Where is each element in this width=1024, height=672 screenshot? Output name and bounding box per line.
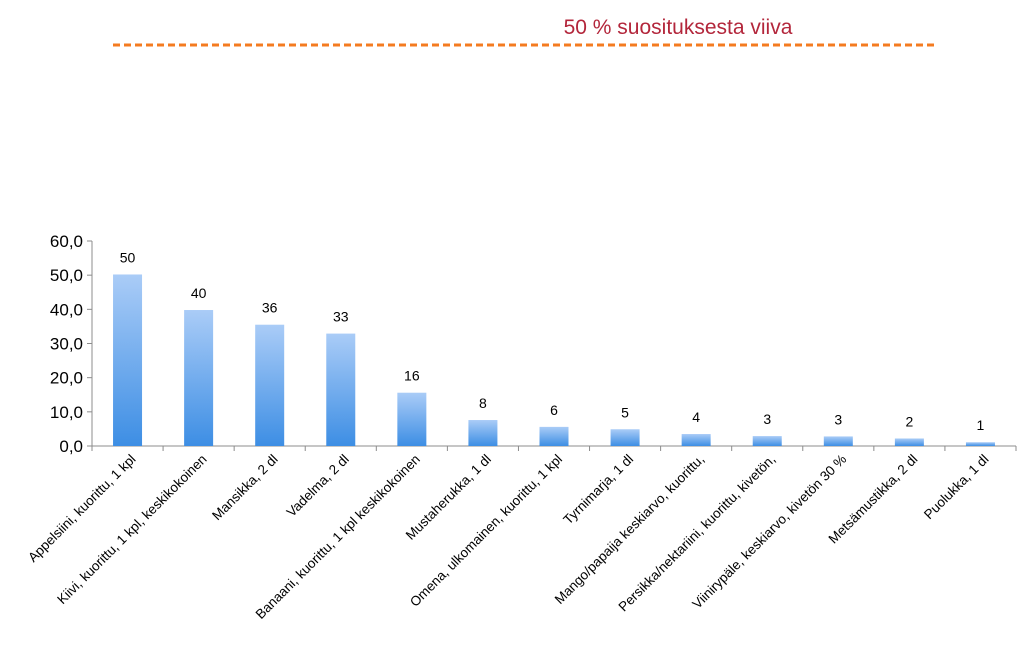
- bar: [184, 310, 214, 446]
- x-tick-label: Mansikka, 2 dl: [209, 452, 281, 524]
- bar-data-label: 3: [763, 411, 771, 427]
- bar-data-label: 40: [191, 285, 207, 301]
- bar-data-label: 5: [621, 404, 629, 420]
- y-tick-label: 30,0: [50, 335, 83, 354]
- x-tick-label: Kiivi, kuorittu, 1 kpl, keskikokoinen: [54, 452, 209, 607]
- bar-data-label: 50: [120, 249, 136, 265]
- bar: [326, 333, 356, 446]
- bar: [965, 442, 995, 446]
- x-tick-label: Puolukka, 1 dl: [921, 452, 992, 523]
- y-tick-label: 10,0: [50, 403, 83, 422]
- y-tick-label: 20,0: [50, 369, 83, 388]
- x-tick-label: Tyrnimarja, 1 dl: [560, 452, 636, 528]
- bar: [752, 436, 782, 446]
- bar-data-label: 6: [550, 402, 558, 418]
- bar-data-label: 3: [834, 411, 842, 427]
- bar-data-label: 4: [692, 409, 700, 425]
- y-axis: 0,0 10,0 20,0 30,0 40,0 50,0 60,0: [50, 232, 93, 456]
- bar: [255, 324, 285, 446]
- bar: [894, 438, 924, 446]
- bars: [113, 274, 995, 446]
- x-tick-label: Viinirypäle, keskiarvo, kivetön 30 %: [689, 452, 849, 612]
- x-tick-label: Persikka/nektariini, kuorittu, kivetön,: [615, 452, 778, 615]
- x-tick-label: Vadelma, 2 dl: [284, 452, 352, 520]
- bar-data-label: 2: [905, 413, 913, 429]
- y-tick-label: 0,0: [59, 437, 83, 456]
- bar-data-label: 1: [977, 417, 985, 433]
- reference-line-label: 50 % suosituksesta viiva: [564, 16, 793, 39]
- bar: [610, 429, 640, 446]
- bar: [681, 434, 711, 446]
- y-tick-label: 40,0: [50, 300, 83, 319]
- bar-data-label: 8: [479, 395, 487, 411]
- bar-data-label: 33: [333, 309, 349, 325]
- y-tick-label: 60,0: [50, 232, 83, 251]
- y-tick-label: 50,0: [50, 266, 83, 285]
- x-tick-label: Mango/papaija keskiarvo, kuorittu,: [552, 452, 707, 607]
- x-tick-label: Omena, ulkomainen, kuorittu, 1 kpl: [407, 452, 565, 610]
- bar: [397, 392, 427, 446]
- x-tick-label: Banaani, kuorittu, 1 kpl keskikokoinen: [253, 452, 423, 622]
- bar: [823, 436, 853, 446]
- bar-data-label: 16: [404, 368, 420, 384]
- bar: [113, 274, 143, 446]
- bar: [468, 420, 498, 446]
- x-axis: [91, 445, 1017, 451]
- bar: [539, 426, 569, 446]
- bar-data-label: 36: [262, 300, 278, 316]
